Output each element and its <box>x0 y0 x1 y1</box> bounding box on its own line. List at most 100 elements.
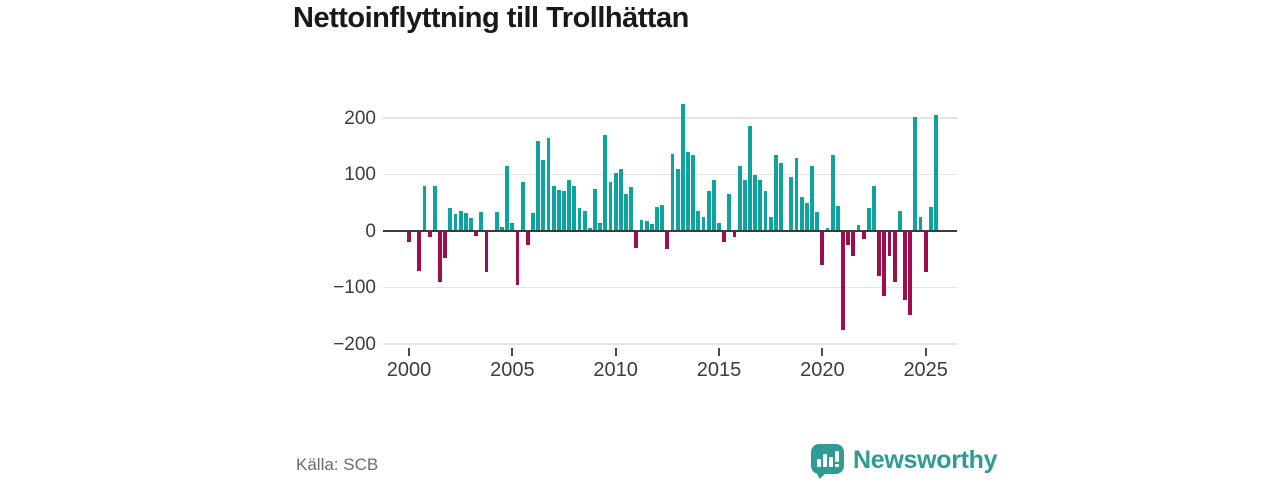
bar <box>897 211 902 231</box>
bar <box>748 126 752 231</box>
bar <box>861 231 866 240</box>
bar <box>541 160 546 231</box>
bar <box>773 154 778 231</box>
bar <box>892 231 897 282</box>
bar <box>546 137 551 231</box>
bar <box>634 231 639 248</box>
logo-exclamation-icon <box>835 451 839 462</box>
bar <box>567 180 572 231</box>
bar <box>830 154 835 231</box>
bar <box>701 216 706 231</box>
bar <box>727 194 732 231</box>
bar <box>825 228 830 231</box>
bar <box>577 208 582 231</box>
gridline <box>383 343 957 345</box>
bar <box>691 154 696 231</box>
bar <box>779 163 783 231</box>
bar <box>422 185 427 231</box>
bar <box>525 231 530 246</box>
bar <box>453 214 458 231</box>
y-axis-tick-label: 100 <box>344 164 376 185</box>
bar <box>903 231 907 300</box>
bar <box>742 180 747 231</box>
bar <box>510 222 515 231</box>
bar <box>432 185 437 231</box>
bar <box>753 174 758 231</box>
bar <box>463 213 468 231</box>
bar <box>722 231 727 243</box>
bar <box>686 151 690 231</box>
bar <box>820 231 825 265</box>
bar <box>934 115 938 231</box>
bar <box>918 216 923 231</box>
bar <box>531 212 535 231</box>
source-label: Källa: SCB <box>296 455 379 474</box>
y-axis-tick-label: −100 <box>333 277 376 298</box>
bar <box>810 166 814 231</box>
bar <box>866 208 871 231</box>
bar <box>515 231 520 285</box>
bar <box>629 187 634 231</box>
bar <box>639 219 644 231</box>
gridline <box>383 286 957 289</box>
bar <box>562 191 566 231</box>
bar <box>458 210 463 231</box>
bar <box>598 222 603 231</box>
x-axis-tick-mark <box>511 348 514 356</box>
x-axis-tick-label: 2010 <box>593 359 638 381</box>
bar <box>427 231 432 237</box>
bar <box>551 185 556 231</box>
bar <box>618 168 623 231</box>
logo-exclamation-dot-icon <box>835 464 839 467</box>
logo-bar-icon <box>823 454 827 467</box>
logo-bar-icon <box>829 457 833 467</box>
bar <box>872 185 876 231</box>
bar <box>835 205 840 231</box>
y-axis-tick-label: −200 <box>333 333 376 355</box>
bar <box>556 190 561 231</box>
bar <box>469 218 473 231</box>
y-axis-tick-label: 200 <box>344 107 376 129</box>
bar <box>908 231 913 315</box>
bar <box>841 231 845 330</box>
gridline <box>383 173 957 176</box>
bar <box>649 224 654 231</box>
bar <box>587 228 592 231</box>
bar <box>624 194 628 231</box>
bar <box>407 231 411 243</box>
bar <box>494 212 499 231</box>
newsworthy-bubble-tail <box>812 470 830 479</box>
bar <box>717 222 721 231</box>
bar <box>794 157 799 231</box>
bar <box>846 231 851 246</box>
bar <box>655 207 659 231</box>
gridline <box>383 117 957 119</box>
bar <box>417 231 422 271</box>
x-axis-tick-mark <box>821 348 824 356</box>
bar <box>484 231 489 273</box>
bar <box>887 231 892 257</box>
x-axis-tick-label: 2000 <box>386 359 432 381</box>
x-axis-tick-label: 2015 <box>696 359 742 381</box>
bar <box>665 231 670 249</box>
bar <box>789 177 794 231</box>
bar <box>448 208 453 231</box>
bar <box>711 180 716 231</box>
bar <box>882 231 887 296</box>
x-axis-tick-mark <box>408 348 410 356</box>
bar <box>706 191 711 231</box>
bar <box>804 202 809 231</box>
bar <box>582 211 587 231</box>
bar <box>758 180 763 231</box>
bar <box>474 231 479 237</box>
bar <box>680 103 685 231</box>
bar <box>536 140 541 231</box>
x-axis-tick-label: 2005 <box>490 359 535 381</box>
bar <box>737 166 742 231</box>
bar <box>923 231 928 272</box>
zero-axis-line <box>383 229 957 233</box>
x-axis-tick-mark <box>614 348 617 356</box>
bar <box>675 168 680 231</box>
bar <box>856 225 861 231</box>
